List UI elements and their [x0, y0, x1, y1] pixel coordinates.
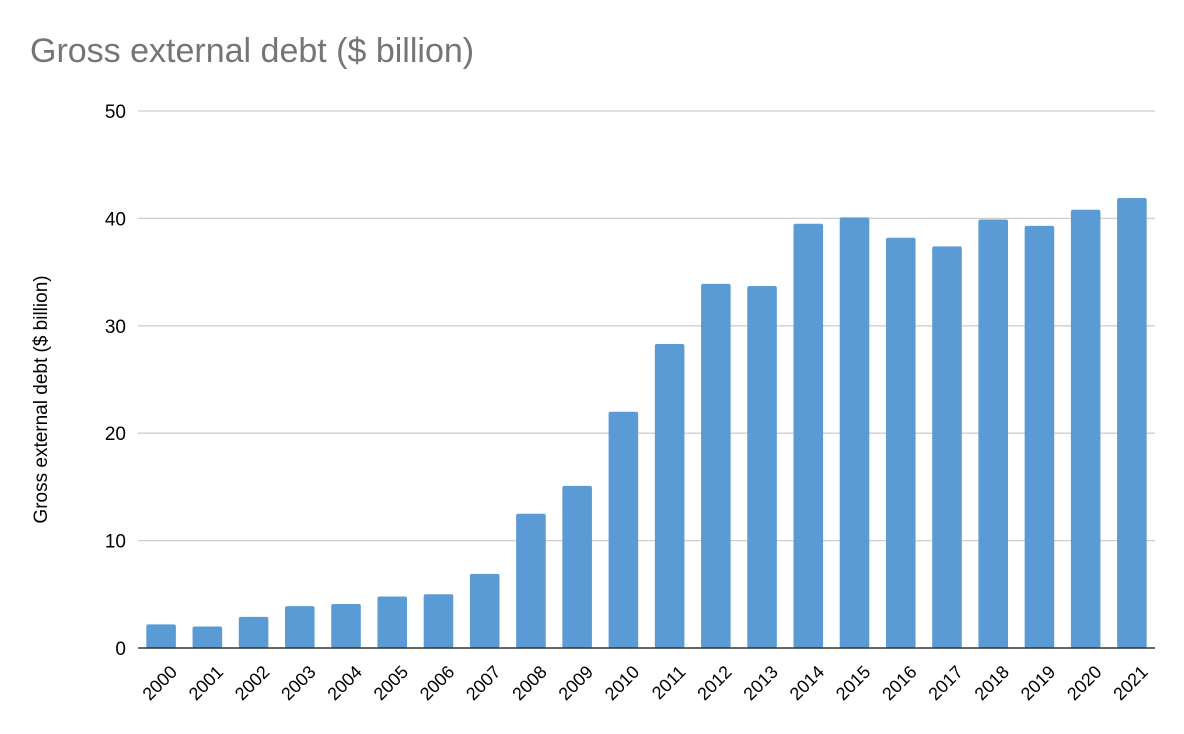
bar-2020 [1070, 209, 1101, 649]
bar-2013 [747, 286, 777, 648]
bar-2008 [516, 513, 546, 648]
x-tick-label: 2002 [231, 662, 273, 704]
x-axis-tick-labels: 2000 2001 2002 2003 2004 2005 2006 2007 2008 2009… [139, 662, 1152, 704]
bar-2015 [839, 217, 870, 649]
x-tick-label: 2009 [555, 662, 597, 704]
y-tick-label: 40 [105, 209, 126, 230]
x-tick-label: 2015 [832, 662, 874, 704]
x-tick-label: 2010 [601, 662, 643, 704]
bar-2014 [793, 223, 824, 648]
x-tick-label: 2021 [1109, 662, 1151, 704]
bar-2007 [469, 573, 500, 648]
x-tick-label: 2018 [971, 662, 1013, 704]
x-tick-label: 2008 [508, 662, 550, 704]
y-tick-label: 0 [115, 639, 126, 660]
x-tick-label: 2013 [739, 662, 781, 704]
x-tick-label: 2020 [1063, 662, 1105, 704]
x-tick-label: 2000 [139, 662, 181, 704]
x-tick-label: 2016 [878, 662, 920, 704]
bar-2021 [1117, 197, 1147, 648]
x-tick-label: 2014 [786, 662, 828, 704]
bar-2002 [238, 616, 269, 648]
bar-2009 [562, 485, 592, 648]
chart-title: Gross external debt ($ billion) [30, 32, 475, 70]
x-tick-label: 2006 [416, 662, 458, 704]
bar-2019 [1024, 225, 1055, 648]
bar-2004 [331, 603, 361, 648]
x-tick-label: 2001 [185, 662, 227, 704]
y-axis-title: Gross external debt ($ billion) [31, 275, 52, 523]
y-axis-tick-labels: 0 10 20 30 40 50 [105, 102, 126, 660]
bar-2000 [146, 624, 176, 648]
bar-2001 [192, 626, 223, 648]
bar-2005 [377, 596, 408, 648]
y-tick-label: 50 [105, 102, 126, 123]
bar-2003 [285, 606, 315, 648]
bar-2010 [608, 411, 639, 648]
bar-2017 [932, 246, 962, 648]
y-tick-label: 30 [105, 317, 126, 338]
bar-2006 [423, 594, 454, 648]
y-tick-label: 20 [105, 424, 126, 445]
bars [146, 197, 1147, 649]
bar-2012 [701, 283, 731, 648]
bar-2016 [885, 237, 916, 648]
x-tick-label: 2017 [924, 662, 966, 704]
x-tick-label: 2007 [462, 662, 504, 704]
x-tick-label: 2011 [648, 662, 690, 704]
x-tick-label: 2019 [1017, 662, 1059, 704]
y-tick-label: 10 [105, 532, 126, 553]
x-tick-label: 2004 [323, 662, 365, 704]
bar-2018 [978, 219, 1008, 648]
bar-2011 [654, 344, 685, 648]
x-tick-label: 2012 [693, 662, 735, 704]
x-tick-label: 2003 [277, 662, 319, 704]
x-tick-label: 2005 [370, 662, 412, 704]
